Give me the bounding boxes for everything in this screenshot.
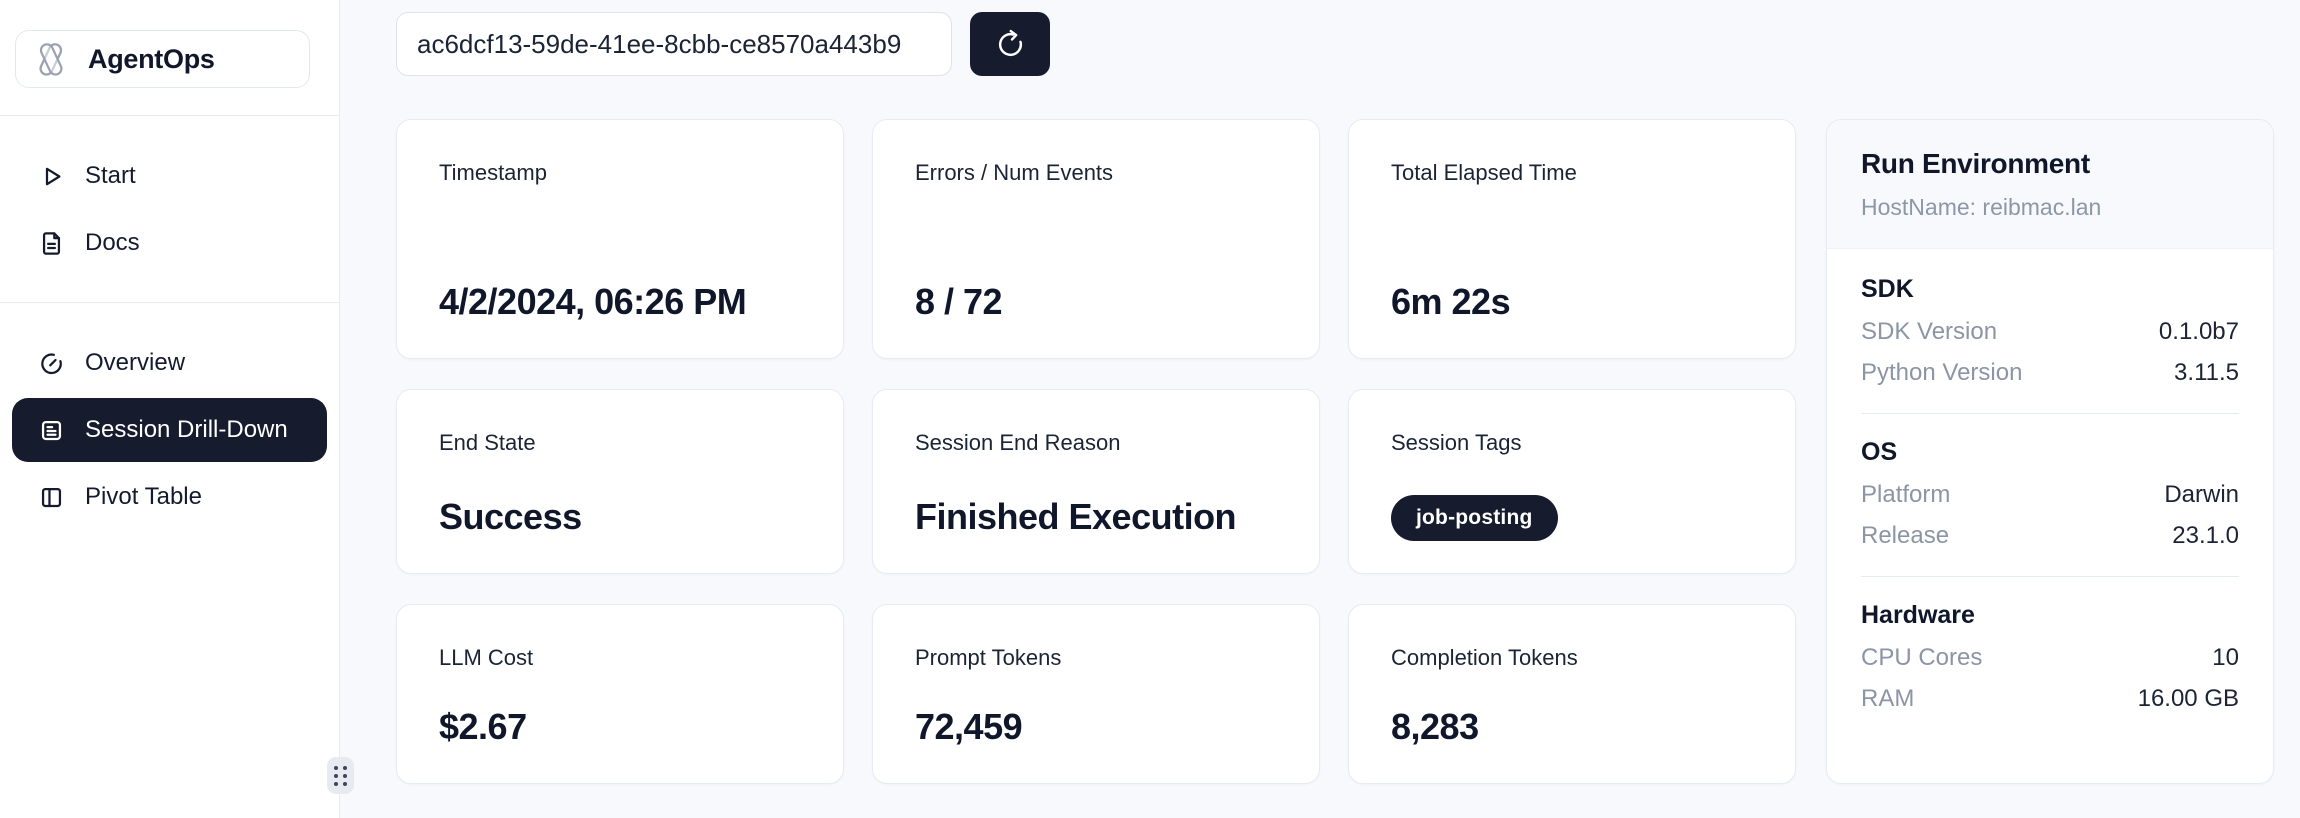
play-icon bbox=[38, 163, 65, 190]
env-row-value: 10 bbox=[2212, 644, 2239, 671]
env-row: Platform Darwin bbox=[1861, 480, 2239, 510]
env-row-value: 16.00 GB bbox=[2137, 685, 2239, 712]
card-value: Finished Execution bbox=[915, 496, 1237, 538]
session-list-icon bbox=[38, 417, 65, 444]
sidebar-item-overview[interactable]: Overview bbox=[12, 331, 327, 395]
card-label: End State bbox=[439, 430, 536, 455]
panel-title: Run Environment bbox=[1861, 148, 2090, 179]
main-content: Timestamp 4/2/2024, 06:26 PM Errors / Nu… bbox=[340, 0, 2300, 818]
env-row-label: Release bbox=[1861, 522, 1950, 549]
sidebar-item-label: Start bbox=[85, 162, 136, 189]
sidebar-item-label: Docs bbox=[85, 229, 140, 256]
session-id-input[interactable] bbox=[396, 12, 952, 76]
sidebar-item-pivot-table[interactable]: Pivot Table bbox=[12, 465, 327, 529]
stat-card-elapsed-time: Total Elapsed Time 6m 22s bbox=[1348, 119, 1796, 359]
env-row: CPU Cores 10 bbox=[1861, 643, 2239, 673]
env-row-label: RAM bbox=[1861, 685, 1915, 712]
run-environment-header: Run Environment HostName: reibmac.lan bbox=[1827, 120, 2273, 249]
env-row: RAM 16.00 GB bbox=[1861, 684, 2239, 714]
env-row-value: 3.11.5 bbox=[2174, 359, 2239, 386]
card-value: 8,283 bbox=[1391, 706, 1479, 748]
env-row-label: CPU Cores bbox=[1861, 644, 1983, 671]
card-label: Session Tags bbox=[1391, 430, 1522, 455]
stat-card-errors: Errors / Num Events 8 / 72 bbox=[872, 119, 1320, 359]
run-environment-body: SDK SDK Version 0.1.0b7 Python Version 3… bbox=[1827, 249, 2273, 745]
env-row-value: 0.1.0b7 bbox=[2158, 318, 2239, 345]
session-tag-badge: job-posting bbox=[1391, 495, 1558, 541]
card-value: 4/2/2024, 06:26 PM bbox=[439, 281, 747, 323]
sidebar-resize-handle[interactable] bbox=[327, 757, 354, 794]
card-value: 6m 22s bbox=[1391, 281, 1511, 323]
section-heading-sdk: SDK bbox=[1861, 275, 1914, 303]
card-label: Timestamp bbox=[439, 160, 547, 185]
card-label: Session End Reason bbox=[915, 430, 1121, 455]
agentops-logo[interactable]: AgentOps bbox=[15, 30, 310, 88]
env-row: Release 23.1.0 bbox=[1861, 521, 2239, 551]
stat-cards-grid: Timestamp 4/2/2024, 06:26 PM Errors / Nu… bbox=[396, 119, 1796, 784]
sidebar-item-label: Pivot Table bbox=[85, 483, 202, 510]
section-heading-os: OS bbox=[1861, 438, 1898, 466]
sidebar-item-label: Session Drill-Down bbox=[85, 416, 288, 443]
section-heading-hardware: Hardware bbox=[1861, 601, 1975, 629]
sidebar-item-docs[interactable]: Docs bbox=[12, 211, 327, 275]
refresh-icon bbox=[995, 29, 1026, 60]
sidebar: AgentOps Start bbox=[0, 0, 340, 818]
sidebar-item-session-drill-down[interactable]: Session Drill-Down bbox=[12, 398, 327, 462]
stat-card-end-state: End State Success bbox=[396, 389, 844, 574]
stat-card-session-tags: Session Tags job-posting bbox=[1348, 389, 1796, 574]
sidebar-divider bbox=[0, 115, 339, 116]
stat-card-completion-tokens: Completion Tokens 8,283 bbox=[1348, 604, 1796, 784]
env-row: SDK Version 0.1.0b7 bbox=[1861, 317, 2239, 347]
stat-card-timestamp: Timestamp 4/2/2024, 06:26 PM bbox=[396, 119, 844, 359]
sidebar-nav-top: Start Docs bbox=[0, 116, 339, 275]
card-label: Total Elapsed Time bbox=[1391, 160, 1577, 185]
stat-card-prompt-tokens: Prompt Tokens 72,459 bbox=[872, 604, 1320, 784]
card-value: Success bbox=[439, 496, 582, 538]
card-label: Prompt Tokens bbox=[915, 645, 1062, 670]
dashboard-body: Timestamp 4/2/2024, 06:26 PM Errors / Nu… bbox=[396, 119, 2300, 784]
card-value: $2.67 bbox=[439, 706, 527, 748]
docs-icon bbox=[38, 230, 65, 257]
env-row: Python Version 3.11.5 bbox=[1861, 358, 2239, 388]
sidebar-nav-main: Overview Session Drill-Down bbox=[0, 303, 339, 529]
card-label: Errors / Num Events bbox=[915, 160, 1114, 185]
card-value: 72,459 bbox=[915, 706, 1023, 748]
section-divider bbox=[1861, 576, 2239, 577]
refresh-button[interactable] bbox=[970, 12, 1050, 76]
stat-card-end-reason: Session End Reason Finished Execution bbox=[872, 389, 1320, 574]
agentops-logo-icon bbox=[29, 37, 73, 81]
pivot-table-icon bbox=[38, 484, 65, 511]
gauge-icon bbox=[38, 350, 65, 377]
card-label: LLM Cost bbox=[439, 645, 534, 670]
brand-title: AgentOps bbox=[88, 43, 215, 74]
env-row-label: Platform bbox=[1861, 481, 1951, 508]
session-toolbar bbox=[396, 12, 2300, 76]
hostname-text: HostName: reibmac.lan bbox=[1861, 194, 2102, 220]
sidebar-item-label: Overview bbox=[85, 349, 186, 376]
run-environment-panel: Run Environment HostName: reibmac.lan SD… bbox=[1826, 119, 2274, 784]
section-divider bbox=[1861, 413, 2239, 414]
sidebar-divider bbox=[0, 302, 339, 303]
env-row-label: SDK Version bbox=[1861, 318, 1998, 345]
stat-card-llm-cost: LLM Cost $2.67 bbox=[396, 604, 844, 784]
env-row-value: Darwin bbox=[2164, 481, 2239, 508]
sidebar-item-start[interactable]: Start bbox=[12, 144, 327, 208]
env-row-value: 23.1.0 bbox=[2172, 522, 2239, 549]
card-label: Completion Tokens bbox=[1391, 645, 1578, 670]
card-value: 8 / 72 bbox=[915, 281, 1003, 323]
drag-dots-icon bbox=[334, 765, 347, 786]
env-row-label: Python Version bbox=[1861, 359, 2023, 386]
